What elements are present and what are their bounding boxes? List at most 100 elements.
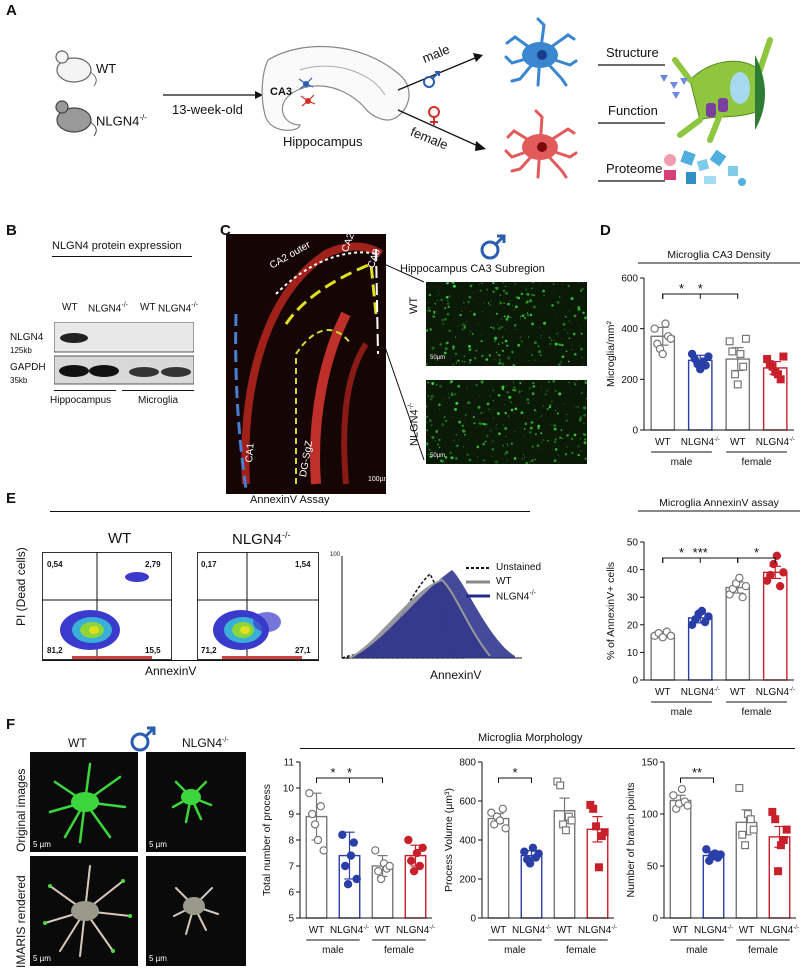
y-tick-label: 20: [627, 620, 639, 631]
y-tick-label: 30: [627, 593, 639, 604]
ko-q-ll: 71,2: [201, 646, 217, 655]
flow-ylabel: PI (Dead cells): [14, 547, 28, 626]
data-point: [319, 846, 328, 855]
morphology-title: Microglia Morphology: [478, 732, 583, 744]
x-category-label: WT: [375, 925, 391, 936]
data-point: [556, 781, 565, 790]
y-tick-label: 8: [288, 836, 294, 847]
data-point: [310, 820, 320, 829]
data-point: [650, 324, 659, 333]
data-point: [746, 815, 755, 824]
y-tick-label: 40: [627, 565, 639, 576]
flow-wt-title: WT: [108, 530, 132, 547]
wt-q-lr: 15,5: [145, 646, 161, 655]
legend-unstained: Unstained: [496, 562, 542, 573]
y-tick-label: 200: [459, 875, 476, 886]
scale-100um: 100µm: [368, 476, 390, 483]
data-point: [735, 573, 744, 583]
y-tick-label: 10: [627, 648, 639, 659]
ko-q-ur: 1,54: [295, 560, 311, 569]
significance-marker: *: [347, 765, 352, 780]
group-label-male: male: [671, 457, 693, 468]
flow-plot-wt: [42, 552, 172, 660]
ko-image-label: NLGN4-/-: [408, 402, 421, 446]
wt-imaris-rendered-image: [30, 856, 138, 966]
lane-2-label: NLGN4-/-: [88, 302, 128, 315]
x-category-label: WT: [655, 437, 671, 448]
data-point: [731, 370, 740, 379]
data-point: [766, 570, 775, 580]
data-point: [779, 352, 788, 361]
bar: [487, 817, 510, 919]
data-point: [738, 592, 747, 602]
y-tick-label: 600: [621, 274, 638, 285]
function-label: Function: [608, 103, 658, 118]
data-point: [779, 835, 788, 844]
male-symbol-icon: [423, 71, 440, 88]
scale-5um-2: 5 µm: [149, 840, 167, 849]
ko-original-microglia-image: [146, 752, 246, 852]
annexin-title-rule: [50, 511, 530, 512]
data-point: [404, 835, 413, 845]
y-axis-label: % of AnnexinV+ cells: [605, 562, 617, 660]
data-point: [520, 847, 529, 856]
data-point: [741, 841, 750, 850]
significance-marker: *: [698, 281, 703, 296]
data-point: [774, 867, 783, 876]
scale-5um-3: 5 µm: [33, 954, 51, 963]
data-point: [498, 804, 507, 814]
group-label-male: male: [671, 707, 693, 718]
x-category-label: NLGN4-/-: [756, 687, 795, 698]
significance-marker: *: [330, 765, 335, 780]
data-point: [407, 856, 416, 866]
scale-50um-a: 50µm: [430, 355, 446, 361]
data-point: [349, 838, 358, 847]
wt-ca3-microglia-image: [426, 282, 587, 366]
y-axis-label: Microglia/mm²: [605, 321, 617, 387]
hippocampus-bracket: [54, 390, 116, 391]
y-tick-label: 800: [459, 758, 476, 769]
data-point: [697, 606, 707, 616]
x-category-label: WT: [491, 925, 507, 936]
group-label-male: male: [686, 945, 708, 956]
hist-xlabel: AnnexinV: [430, 668, 482, 682]
data-point: [385, 861, 394, 871]
data-point: [409, 866, 419, 876]
female-symbol-icon: [428, 106, 440, 125]
scale-5um-4: 5 µm: [149, 954, 167, 963]
panel-c-label: C: [220, 222, 231, 239]
x-category-label: NLGN4-/-: [396, 925, 435, 936]
western-blot: [54, 322, 194, 385]
data-point: [666, 334, 676, 344]
group-label-female: female: [566, 945, 596, 956]
data-point: [308, 809, 317, 819]
y-tick-label: 0: [652, 914, 658, 925]
data-point: [669, 791, 678, 800]
age-label: 13-week-old: [172, 102, 243, 117]
morphology-title-rule: [300, 748, 795, 749]
bar: [725, 586, 751, 681]
data-point: [600, 828, 609, 837]
blot-microglia-label: Microglia: [138, 395, 179, 406]
data-point: [749, 825, 758, 834]
data-point: [594, 863, 603, 872]
zoom-lines: [384, 264, 425, 461]
group-label-female: female: [384, 945, 414, 956]
data-point: [343, 879, 353, 889]
y-tick-label: 10: [283, 784, 295, 795]
group-label-female: female: [741, 707, 771, 718]
bar: [702, 854, 725, 919]
bar: [586, 828, 609, 919]
wt-q-ll: 81,2: [47, 646, 63, 655]
x-category-label: NLGN4-/-: [694, 925, 733, 936]
data-point: [739, 362, 748, 371]
chart-branch-points: 0 50 100 150 Number of branch points WT NLGN4-…: [625, 758, 799, 957]
data-point: [374, 866, 383, 876]
data-point: [741, 334, 750, 343]
significance-marker: ***: [693, 545, 708, 560]
lane-1-label: WT: [62, 302, 78, 313]
y-tick-label: 5: [288, 914, 294, 925]
y-tick-label: 150: [641, 758, 658, 769]
significance-bracket: [316, 777, 383, 783]
structure-label: Structure: [606, 45, 659, 60]
